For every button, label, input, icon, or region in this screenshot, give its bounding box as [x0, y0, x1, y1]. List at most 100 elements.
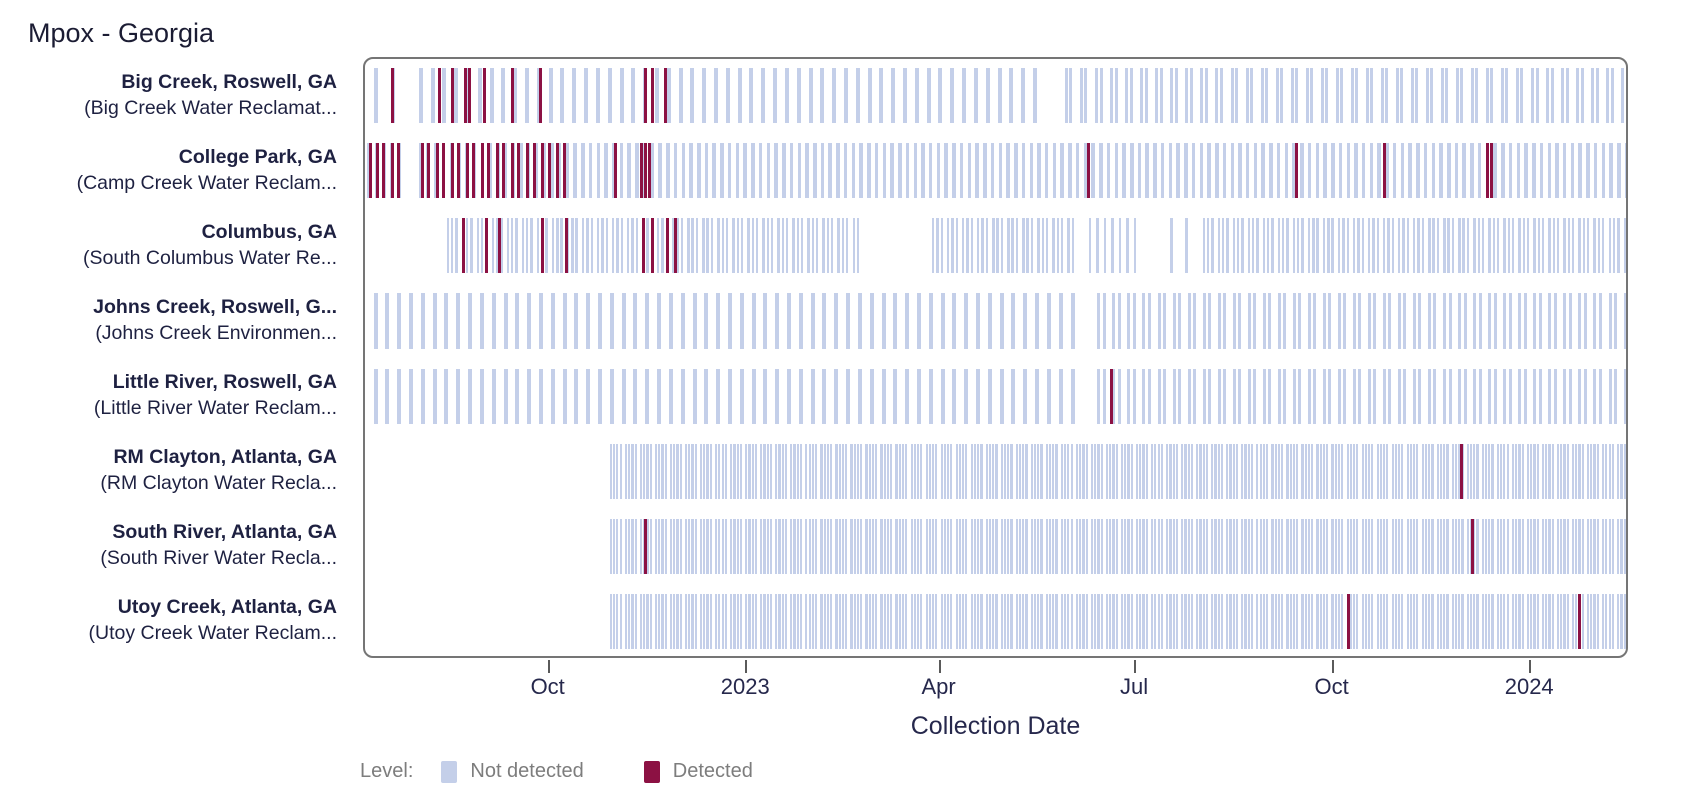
- sample-mark-not-detected: [1401, 443, 1404, 499]
- sample-mark-not-detected: [1354, 143, 1358, 199]
- sample-mark-not-detected: [1114, 68, 1118, 124]
- sample-mark-not-detected: [1379, 593, 1382, 649]
- sample-mark-not-detected: [916, 368, 921, 424]
- x-tick-mark: [1529, 660, 1532, 673]
- sample-mark-not-detected: [1413, 443, 1416, 499]
- sample-mark-not-detected: [1572, 518, 1575, 574]
- sample-mark-not-detected: [1112, 518, 1115, 574]
- sample-mark-not-detected: [1313, 368, 1317, 424]
- sample-mark-not-detected: [838, 518, 841, 574]
- sample-mark-not-detected: [925, 593, 928, 649]
- sample-mark-not-detected: [1441, 68, 1444, 124]
- sample-mark-not-detected: [1560, 593, 1563, 649]
- sample-mark-not-detected: [1313, 293, 1317, 349]
- sample-mark-not-detected: [1199, 143, 1204, 199]
- sample-mark-not-detected: [886, 443, 890, 499]
- sample-mark-not-detected: [1385, 143, 1389, 199]
- sample-mark-not-detected: [1508, 293, 1512, 349]
- sample-mark-not-detected: [1256, 218, 1259, 274]
- sample-mark-not-detected: [1079, 518, 1082, 574]
- sample-mark-not-detected: [959, 143, 964, 199]
- sample-mark-not-detected: [1230, 68, 1234, 124]
- sample-mark-not-detected: [1578, 368, 1582, 424]
- sample-mark-not-detected: [981, 218, 984, 274]
- sample-mark-not-detected: [766, 593, 769, 649]
- sample-mark-not-detected: [916, 593, 920, 649]
- sample-mark-not-detected: [1349, 518, 1352, 574]
- sample-mark-not-detected: [1260, 68, 1264, 124]
- sample-mark-not-detected: [1608, 368, 1612, 424]
- sample-mark-not-detected: [1151, 593, 1154, 649]
- sample-mark-not-detected: [1473, 218, 1476, 274]
- sample-mark-not-detected: [1196, 593, 1199, 649]
- sample-mark-not-detected: [977, 218, 980, 274]
- sample-mark-not-detected: [965, 518, 968, 574]
- sample-mark-not-detected: [727, 143, 732, 199]
- sample-mark-not-detected: [1114, 143, 1119, 199]
- sample-mark-detected: [1490, 143, 1494, 199]
- sample-mark-not-detected: [820, 518, 823, 574]
- sample-mark-not-detected: [1230, 143, 1235, 199]
- sample-mark-not-detected: [1433, 368, 1437, 424]
- sample-mark-not-detected: [1015, 518, 1018, 574]
- sample-mark-not-detected: [735, 143, 740, 199]
- sample-mark-not-detected: [1000, 593, 1003, 649]
- sample-mark-not-detected: [1235, 593, 1239, 649]
- sample-mark-detected: [650, 218, 654, 274]
- sample-mark-not-detected: [950, 593, 953, 649]
- sample-mark-detected: [517, 143, 521, 199]
- sample-mark-not-detected: [1413, 218, 1416, 274]
- sample-mark-not-detected: [985, 68, 990, 124]
- sample-mark-not-detected: [1110, 68, 1114, 124]
- sample-mark-not-detected: [1105, 518, 1109, 574]
- sample-mark-not-detected: [649, 593, 652, 649]
- sample-mark-not-detected: [1398, 293, 1402, 349]
- sample-mark-not-detected: [1451, 518, 1454, 574]
- sample-mark-not-detected: [1030, 443, 1033, 499]
- sample-mark-not-detected: [1503, 368, 1507, 424]
- sample-mark-not-detected: [1219, 68, 1223, 124]
- sample-mark-detected: [511, 143, 515, 199]
- sample-mark-not-detected: [1199, 518, 1202, 574]
- sample-mark-not-detected: [1376, 443, 1379, 499]
- sample-mark-not-detected: [1413, 368, 1417, 424]
- sample-mark-not-detected: [685, 593, 688, 649]
- sample-mark-not-detected: [913, 143, 918, 199]
- sample-mark-not-detected: [1623, 518, 1626, 574]
- sample-mark-not-detected: [1238, 143, 1242, 199]
- sample-mark-not-detected: [1367, 593, 1371, 649]
- sample-mark-not-detected: [1623, 293, 1626, 349]
- sample-mark-not-detected: [1095, 68, 1099, 124]
- x-axis-title: Collection Date: [910, 712, 1081, 740]
- sample-mark-not-detected: [751, 593, 754, 649]
- sample-mark-not-detected: [1400, 143, 1405, 199]
- sample-mark-not-detected: [1084, 68, 1088, 124]
- sample-mark-not-detected: [1503, 293, 1507, 349]
- sample-mark-not-detected: [664, 593, 667, 649]
- sample-mark-detected: [480, 143, 484, 199]
- sample-mark-not-detected: [838, 593, 841, 649]
- sample-mark-not-detected: [1097, 293, 1101, 349]
- sample-mark-detected: [532, 143, 536, 199]
- sample-mark-not-detected: [822, 218, 825, 274]
- sample-mark-not-detected: [581, 218, 585, 274]
- sample-mark-not-detected: [1328, 368, 1332, 424]
- sample-mark-not-detected: [773, 68, 778, 124]
- sample-mark-detected: [498, 218, 502, 274]
- sample-mark-not-detected: [1320, 68, 1324, 124]
- sample-mark-not-detected: [1316, 443, 1319, 499]
- sample-mark-not-detected: [470, 218, 473, 274]
- sample-mark-not-detected: [913, 518, 916, 574]
- sample-mark-not-detected: [1456, 68, 1460, 124]
- sample-mark-not-detected: [513, 68, 518, 124]
- sample-mark-not-detected: [980, 518, 983, 574]
- sample-mark-not-detected: [1350, 68, 1354, 124]
- sample-mark-not-detected: [1560, 518, 1563, 574]
- sample-mark-not-detected: [1593, 143, 1598, 199]
- sample-mark-not-detected: [1477, 218, 1480, 274]
- sample-mark-not-detected: [1070, 518, 1073, 574]
- sample-mark-not-detected: [1533, 518, 1536, 574]
- sample-mark-not-detected: [826, 518, 829, 574]
- sample-mark-not-detected: [1545, 518, 1548, 574]
- sample-mark-not-detected: [1485, 518, 1488, 574]
